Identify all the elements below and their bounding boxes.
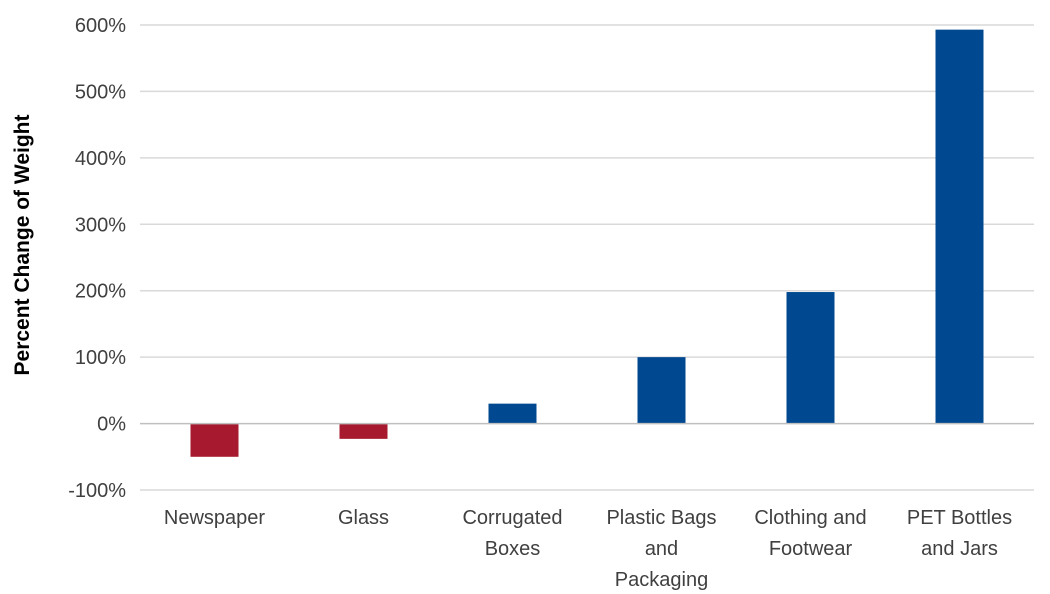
x-category-label: PET Bottles and Jars — [907, 507, 1012, 560]
y-tick-label: 400% — [75, 148, 126, 170]
y-tick-label: 100% — [75, 347, 126, 369]
x-category-label: Plastic Bags and Packaging — [606, 507, 716, 591]
x-category-label: Newspaper — [164, 507, 266, 529]
x-category-labels: Newspaper Glass Corrugated Boxes Plastic Bag… — [164, 507, 1012, 591]
bar — [190, 423, 239, 457]
y-tick-label: -100% — [68, 480, 126, 502]
y-tick-label: 500% — [75, 81, 126, 103]
bars — [190, 29, 984, 457]
x-category-label: Glass — [338, 507, 389, 529]
bar — [339, 423, 388, 439]
gridlines — [140, 24, 1034, 491]
bar — [786, 292, 835, 424]
y-tick-label: 300% — [75, 214, 126, 236]
bar — [935, 29, 984, 424]
bar — [488, 403, 537, 424]
y-tick-label: 0% — [97, 414, 126, 436]
bar — [637, 357, 686, 424]
y-tick-label: 600% — [75, 15, 126, 37]
y-axis-label: Percent Change of Weight — [11, 115, 34, 376]
x-category-label: Corrugated Boxes — [462, 507, 562, 560]
x-category-label: Clothing and Footwear — [754, 507, 866, 560]
y-tick-labels: -100% 0% 100% 200% 300% 400% 500% 600% — [68, 15, 126, 502]
y-tick-label: 200% — [75, 281, 126, 303]
